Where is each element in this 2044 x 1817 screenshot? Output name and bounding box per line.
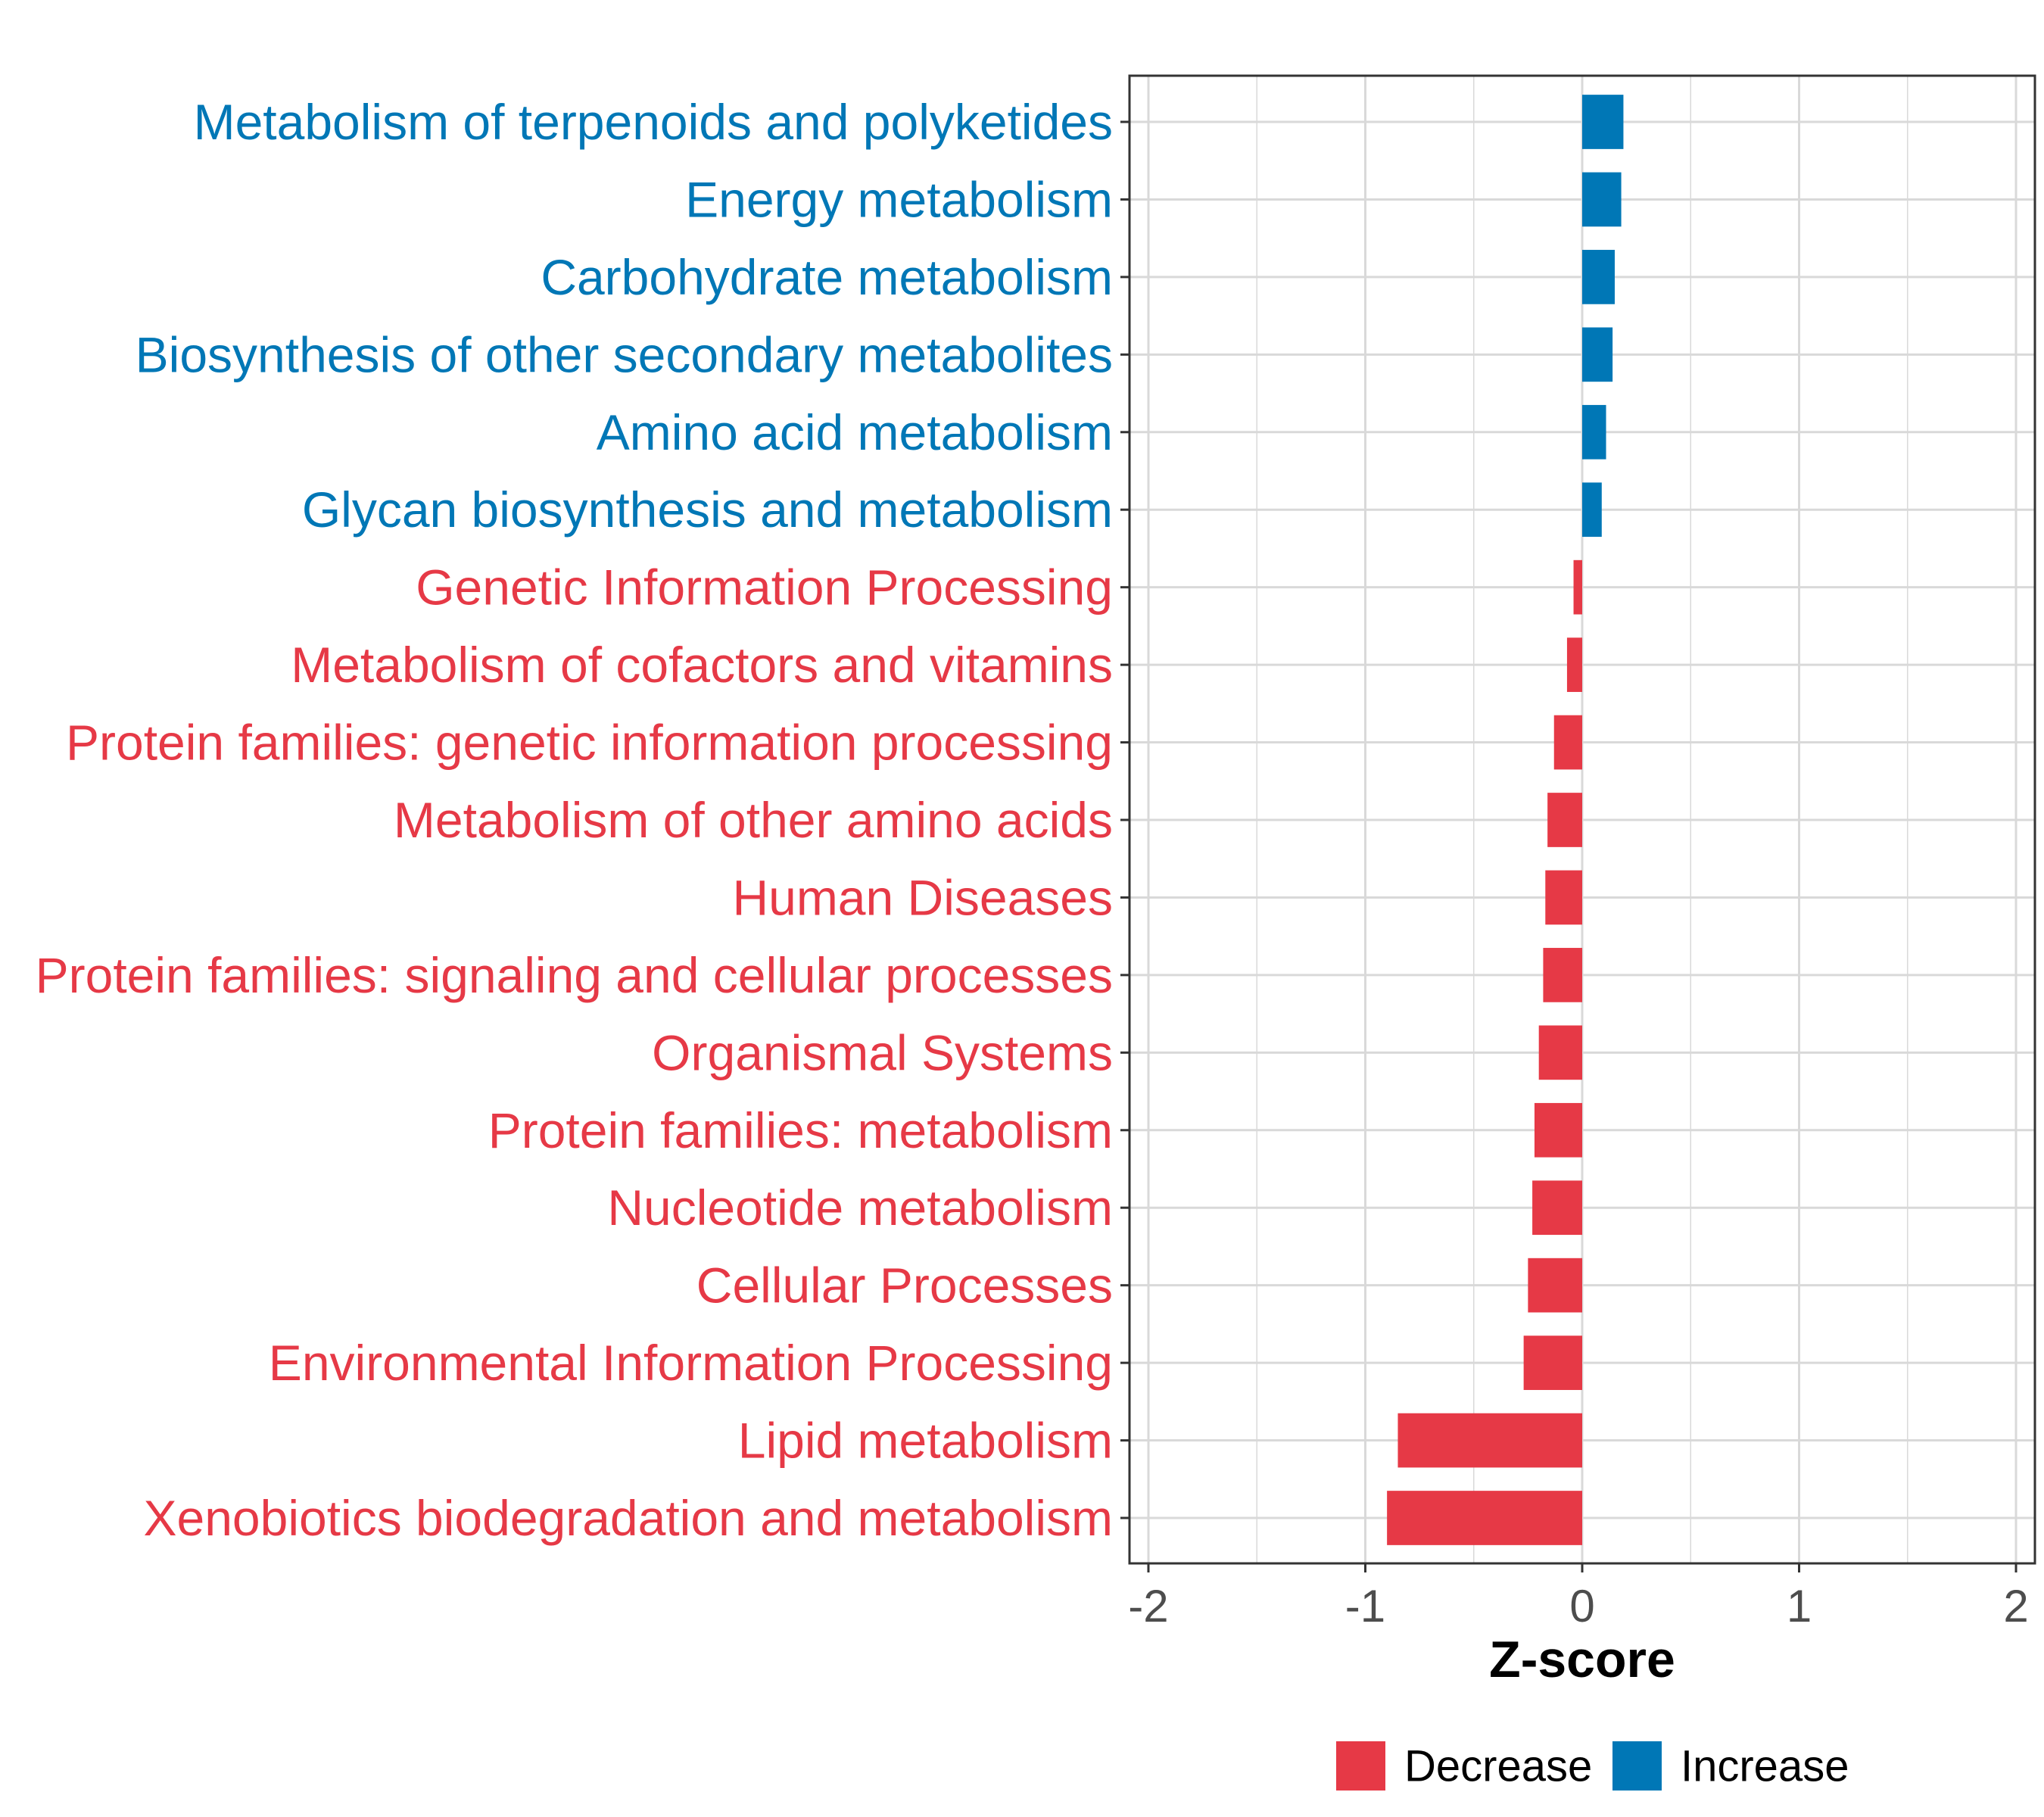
x-axis-title: Z-score — [1489, 1631, 1675, 1688]
x-tick-label: -1 — [1345, 1581, 1385, 1632]
category-label: Biosynthesis of other secondary metaboli… — [136, 326, 1113, 382]
bar-organismal-systems — [1538, 1025, 1582, 1080]
legend: Decrease Increase — [1336, 1741, 1849, 1791]
category-label: Metabolism of cofactors and vitamins — [291, 637, 1113, 693]
bar-protein-families-metabolism — [1534, 1102, 1582, 1158]
y-axis-labels: Metabolism of terpenoids and polyketides… — [36, 94, 1113, 1546]
bar-metabolism-of-terpenoids-and-polyketides — [1582, 95, 1624, 149]
bar-energy-metabolism — [1582, 172, 1622, 227]
bar-amino-acid-metabolism — [1582, 404, 1606, 460]
bar-genetic-information-processing — [1573, 559, 1582, 615]
legend-label-increase: Increase — [1681, 1742, 1849, 1791]
category-label: Xenobiotics biodegradation and metabolis… — [144, 1490, 1114, 1546]
bar-carbohydrate-metabolism — [1582, 250, 1615, 304]
category-label: Nucleotide metabolism — [607, 1180, 1113, 1236]
bar-human-diseases — [1545, 870, 1582, 925]
category-label: Lipid metabolism — [738, 1413, 1113, 1469]
bar-nucleotide-metabolism — [1532, 1180, 1582, 1236]
category-label: Glycan biosynthesis and metabolism — [302, 482, 1113, 538]
category-label: Metabolism of terpenoids and polyketides — [194, 94, 1113, 150]
bar-xenobiotics-biodegradation-and-metabolism — [1387, 1491, 1582, 1545]
category-label: Cellular Processes — [696, 1258, 1113, 1314]
legend-key-decrease — [1336, 1741, 1385, 1791]
x-tick-label: 2 — [2003, 1581, 2028, 1632]
bar-biosynthesis-of-other-secondary-metabolites — [1582, 327, 1613, 382]
y-axis-ticks — [1120, 120, 1129, 1519]
category-label: Carbohydrate metabolism — [541, 249, 1113, 305]
category-label: Amino acid metabolism — [597, 404, 1113, 460]
bar-environmental-information-processing — [1523, 1335, 1582, 1390]
x-tick-label: -2 — [1128, 1581, 1168, 1632]
legend-label-decrease: Decrease — [1404, 1742, 1592, 1791]
legend-key-increase — [1612, 1741, 1662, 1791]
bar-metabolism-of-cofactors-and-vitamins — [1566, 637, 1582, 692]
category-label: Protein families: metabolism — [488, 1102, 1113, 1158]
category-label: Environmental Information Processing — [269, 1335, 1113, 1391]
category-label: Energy metabolism — [685, 171, 1113, 227]
x-tick-label: 0 — [1569, 1581, 1594, 1632]
bar-glycan-biosynthesis-and-metabolism — [1582, 482, 1602, 538]
category-label: Genetic Information Processing — [416, 559, 1113, 616]
bar-cellular-processes — [1528, 1258, 1582, 1313]
category-label: Protein families: genetic information pr… — [66, 715, 1113, 771]
x-axis-labels: -2 -1 0 1 2 — [1128, 1581, 2028, 1632]
bar-protein-families-genetic-information-processing — [1553, 715, 1582, 770]
bars — [1387, 95, 1624, 1545]
category-label: Organismal Systems — [652, 1024, 1113, 1080]
x-tick-label: 1 — [1787, 1581, 1812, 1632]
bar-lipid-metabolism — [1397, 1413, 1582, 1468]
category-label: Metabolism of other amino acids — [394, 792, 1113, 848]
bar-metabolism-of-other-amino-acids — [1547, 793, 1582, 847]
bar-protein-families-signaling-and-cellular-processes — [1543, 948, 1582, 1002]
x-axis-ticks — [1147, 1563, 2018, 1572]
category-label: Human Diseases — [732, 869, 1113, 925]
category-label: Protein families: signaling and cellular… — [36, 947, 1113, 1003]
